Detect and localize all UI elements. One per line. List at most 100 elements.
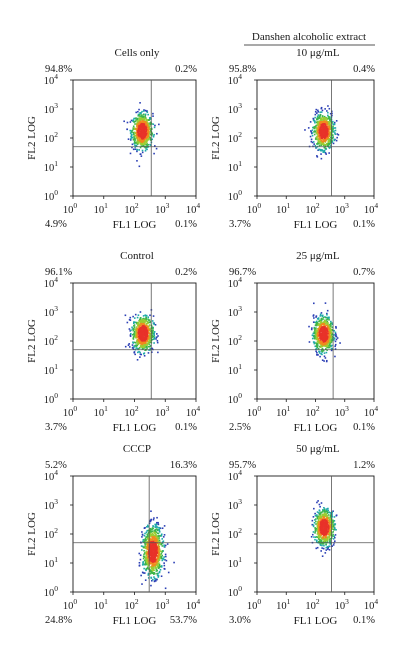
event-point [151,546,153,549]
event-point [321,345,324,348]
event-point [327,524,329,526]
event-point [144,560,147,562]
event-point [136,327,139,330]
event-point [323,517,325,520]
event-point [141,564,144,566]
event-point [318,533,321,535]
event-point [152,123,155,125]
event-point [324,143,327,146]
event-point [132,328,135,331]
event-point [322,144,325,147]
event-point [332,336,335,339]
event-point [159,527,162,530]
event-point [321,315,324,318]
event-point [149,535,151,538]
event-point [139,335,141,338]
event-point [328,118,331,120]
event-point [160,533,163,536]
event-point [138,108,140,111]
event-point [332,142,335,145]
event-point [150,510,152,513]
event-point [319,315,322,317]
event-point [145,138,148,141]
event-point [333,523,336,525]
event-point [323,124,326,126]
event-point [147,139,149,141]
x-tick-label: 100 [247,201,262,216]
event-point [137,343,140,346]
event-point [319,536,322,538]
event-point [141,343,144,346]
event-point [166,543,169,545]
event-point [317,354,319,356]
event-point [326,110,328,112]
event-point [133,121,136,123]
quadrant-upper-left-value: 95.8% [229,64,256,75]
event-point [324,140,326,142]
event-point [152,566,155,568]
event-point [150,528,153,531]
event-point [143,550,145,552]
event-point [152,518,155,521]
event-point [132,342,135,344]
event-point [325,509,328,511]
event-point [144,116,146,118]
quadrant-lower-left-value: 3.7% [229,219,251,230]
event-point [317,538,320,540]
event-point [152,537,155,540]
event-point [315,515,318,517]
event-point [149,118,151,120]
event-point [330,320,332,323]
event-point [139,339,142,341]
event-point [318,137,321,140]
event-point [134,144,136,147]
event-point [135,347,137,349]
event-point [135,119,138,121]
event-point [145,558,148,561]
event-point [155,546,158,548]
event-point [152,573,155,575]
event-point [129,319,132,321]
event-point [146,124,149,126]
event-point [144,149,147,152]
event-point [143,140,146,143]
event-point [151,332,153,335]
event-point [145,331,148,334]
event-point [151,556,154,558]
event-point [322,338,324,340]
event-point [150,535,153,537]
quadrant-lower-left-value: 3.7% [45,422,67,433]
event-point [320,157,323,160]
event-point [325,148,328,150]
event-point [333,123,336,126]
event-point [322,140,325,143]
x-tick-label: 103 [335,597,350,612]
event-point [144,579,147,581]
event-point [139,356,141,358]
event-point [315,329,318,332]
event-point [151,338,154,341]
event-point [327,142,330,144]
event-point [147,345,150,348]
event-point [147,525,150,528]
event-point [133,135,135,138]
event-point [312,126,314,129]
event-point [328,316,330,319]
event-point [323,149,325,152]
event-point [328,336,331,338]
event-point [148,325,151,327]
event-point [151,320,154,322]
event-point [140,336,143,339]
event-point [304,129,306,131]
event-point [328,549,331,551]
event-point [136,330,138,332]
event-point [321,347,324,350]
event-point [133,346,135,348]
event-point [326,323,329,325]
y-tick-label: 102 [44,526,59,541]
event-point [317,128,319,131]
event-point [317,149,319,152]
event-point [156,538,159,541]
event-point [316,533,319,535]
